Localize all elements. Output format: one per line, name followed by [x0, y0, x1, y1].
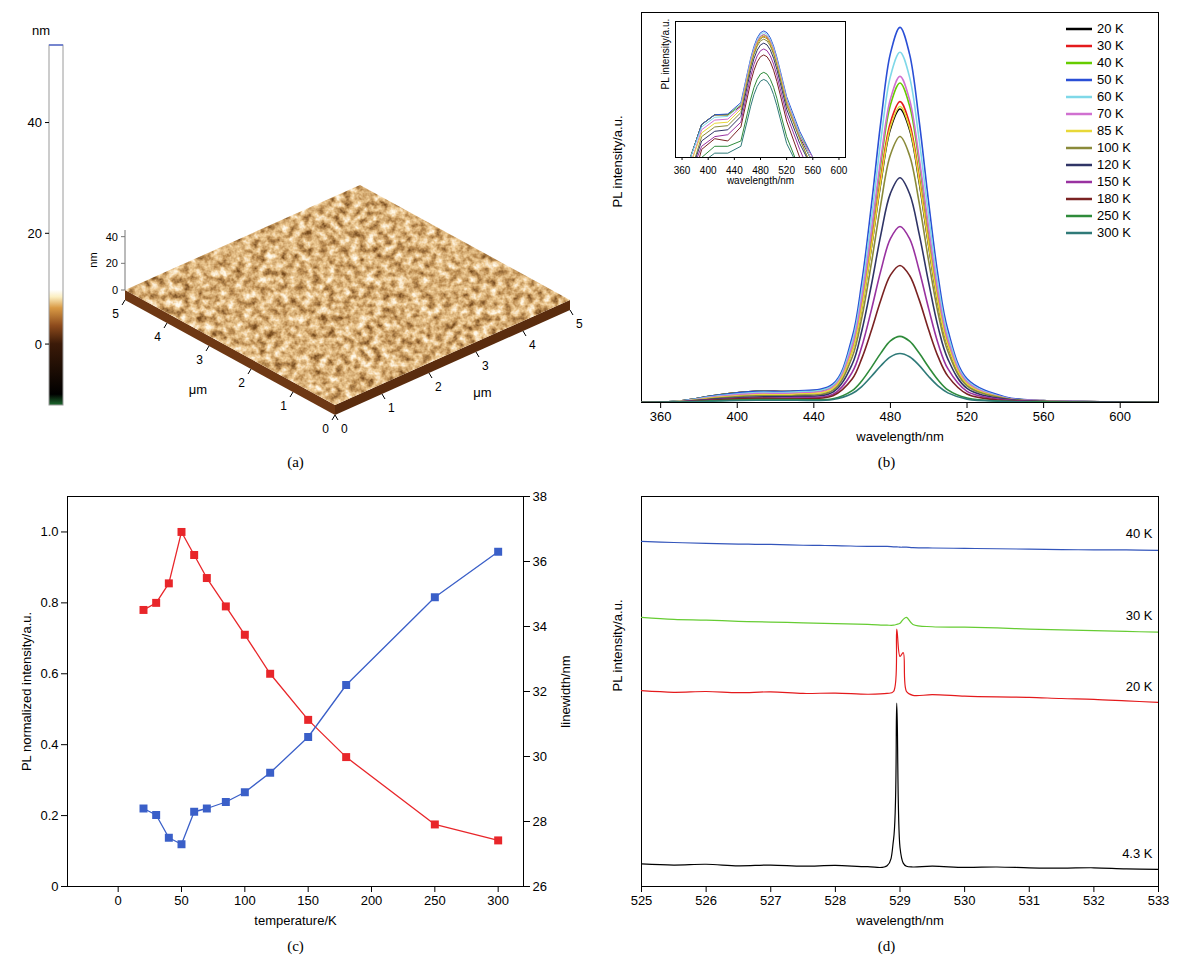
svg-text:560: 560	[1033, 409, 1055, 424]
svg-text:50: 50	[174, 893, 188, 908]
svg-text:40: 40	[28, 115, 42, 130]
html-text:(c): (c)	[287, 938, 304, 954]
html-text:60 K: 60 K	[1097, 89, 1124, 104]
svg-text:2: 2	[238, 376, 245, 390]
html-text:180 K: 180 K	[1097, 191, 1131, 206]
svg-text:0: 0	[35, 337, 42, 352]
svg-text:temperature/K: temperature/K	[254, 913, 337, 928]
svg-text:0.2: 0.2	[40, 808, 58, 823]
svg-text:529: 529	[889, 893, 911, 908]
svg-text:560: 560	[804, 165, 821, 176]
svg-text:530: 530	[954, 893, 976, 908]
html-text:(d): (d)	[877, 938, 896, 954]
svg-text:38: 38	[533, 489, 547, 504]
svg-text:26: 26	[533, 879, 547, 894]
svg-text:nm: nm	[87, 252, 99, 267]
svg-text:600: 600	[831, 165, 848, 176]
svg-text:440: 440	[803, 409, 825, 424]
svg-text:0.6: 0.6	[40, 666, 58, 681]
svg-text:4: 4	[529, 338, 536, 352]
svg-text:20: 20	[106, 257, 118, 269]
svg-text:0.8: 0.8	[40, 595, 58, 610]
svg-text:34: 34	[533, 619, 547, 634]
svg-text:3: 3	[196, 353, 203, 367]
svg-text:520: 520	[956, 409, 978, 424]
svg-text:526: 526	[695, 893, 717, 908]
html-text:85 K: 85 K	[1097, 123, 1124, 138]
html-text:120 K: 120 K	[1097, 157, 1131, 172]
svg-text:480: 480	[880, 409, 902, 424]
svg-text:PL normalized intensity/a.u.: PL normalized intensity/a.u.	[19, 612, 34, 771]
svg-text:30: 30	[533, 749, 547, 764]
svg-text:440: 440	[726, 164, 743, 176]
svg-text:28: 28	[533, 814, 547, 829]
svg-text:1: 1	[280, 399, 287, 413]
svg-text:4: 4	[154, 330, 161, 344]
html-text:50 K: 50 K	[1097, 72, 1124, 87]
svg-text:PL intensity/a.u.: PL intensity/a.u.	[660, 19, 671, 90]
svg-text:2: 2	[435, 380, 442, 394]
svg-text:527: 527	[760, 893, 782, 908]
svg-text:400: 400	[726, 409, 748, 424]
svg-text:200: 200	[361, 893, 383, 908]
svg-text:20: 20	[28, 226, 42, 241]
html-text:150 K: 150 K	[1097, 174, 1131, 189]
svg-text:4.3 K: 4.3 K	[1122, 846, 1153, 861]
html-text:(b): (b)	[877, 454, 896, 470]
svg-text:3: 3	[482, 359, 489, 373]
svg-text:600: 600	[1109, 409, 1131, 424]
svg-text:5: 5	[576, 317, 583, 331]
svg-text:nm: nm	[32, 23, 50, 38]
svg-text:360: 360	[650, 409, 672, 424]
svg-text:525: 525	[631, 893, 653, 908]
svg-text:1: 1	[388, 401, 395, 415]
svg-text:0: 0	[112, 284, 118, 296]
svg-text:30 K: 30 K	[1126, 608, 1153, 623]
svg-text:32: 32	[533, 684, 547, 699]
html-text:100 K: 100 K	[1097, 140, 1131, 155]
svg-text:1.0: 1.0	[40, 524, 58, 539]
svg-text:0: 0	[115, 893, 122, 908]
svg-text:μm: μm	[473, 385, 491, 400]
svg-text:wavelength/nm: wavelength/nm	[855, 429, 943, 444]
svg-text:528: 528	[825, 893, 847, 908]
svg-text:400: 400	[700, 165, 717, 176]
svg-text:250: 250	[424, 893, 446, 908]
html-text:(a): (a)	[287, 454, 304, 470]
svg-text:wavelength/nm: wavelength/nm	[855, 913, 943, 928]
svg-text:533: 533	[1148, 893, 1170, 908]
svg-text:linewidth/nm: linewidth/nm	[558, 655, 573, 727]
svg-text:0.4: 0.4	[40, 737, 58, 752]
svg-text:20 K: 20 K	[1126, 679, 1153, 694]
svg-text:0: 0	[322, 422, 329, 436]
svg-text:36: 36	[533, 554, 547, 569]
svg-text:μm: μm	[189, 382, 207, 397]
svg-text:520: 520	[778, 164, 795, 176]
html-text:300 K: 300 K	[1097, 225, 1131, 240]
svg-text:532: 532	[1083, 893, 1105, 908]
html-text:20 K: 20 K	[1097, 21, 1124, 36]
svg-text:0: 0	[51, 879, 58, 894]
svg-text:300: 300	[487, 893, 509, 908]
svg-text:531: 531	[1018, 893, 1040, 908]
svg-text:150: 150	[297, 893, 319, 908]
svg-text:0: 0	[341, 422, 348, 436]
svg-text:wavelength/nm: wavelength/nm	[726, 175, 794, 186]
svg-text:40 K: 40 K	[1126, 526, 1153, 541]
svg-text:360: 360	[674, 165, 691, 176]
html-text:40 K: 40 K	[1097, 55, 1124, 70]
svg-text:40: 40	[106, 231, 118, 243]
svg-text:PL intensity/a.u.: PL intensity/a.u.	[610, 115, 625, 207]
svg-text:480: 480	[752, 164, 769, 176]
html-text:70 K: 70 K	[1097, 106, 1124, 121]
html-text:30 K: 30 K	[1097, 38, 1124, 53]
html-text:250 K: 250 K	[1097, 208, 1131, 223]
svg-text:5: 5	[112, 307, 119, 321]
svg-text:100: 100	[234, 893, 256, 908]
svg-text:PL intensity/a.u.: PL intensity/a.u.	[610, 599, 625, 691]
